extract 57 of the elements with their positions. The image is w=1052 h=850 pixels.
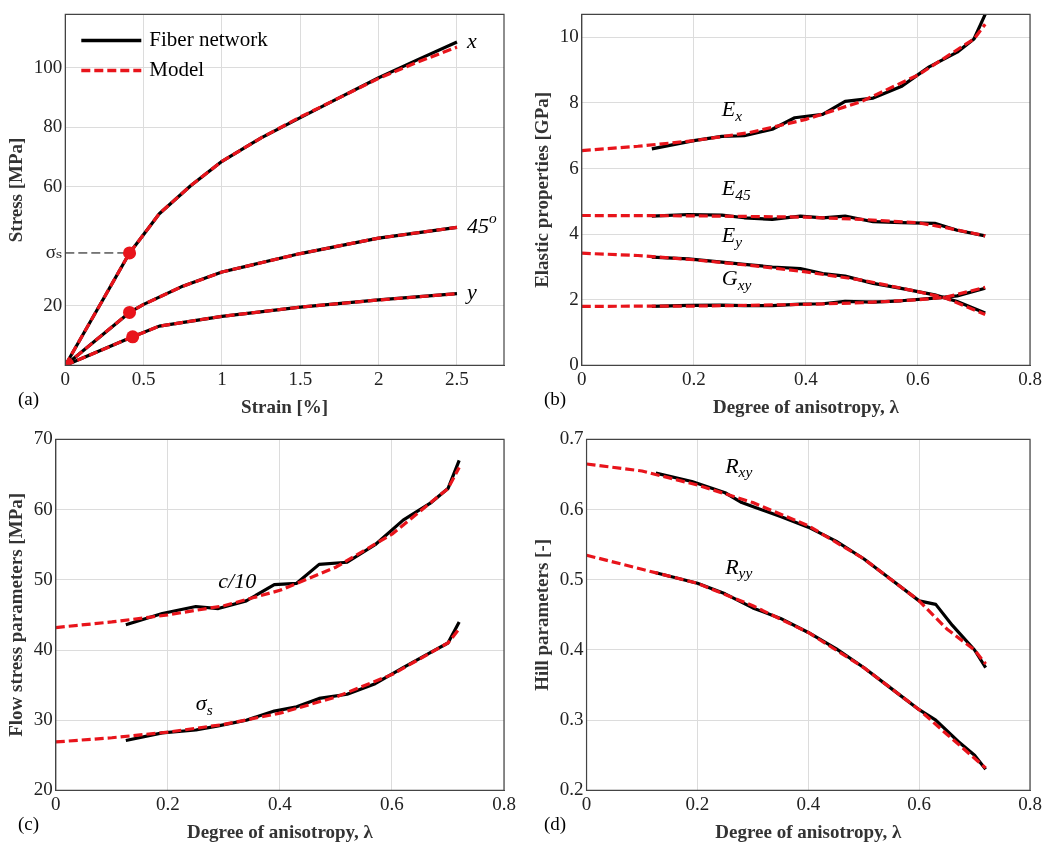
y-tick-label: 30 [33, 708, 53, 730]
y-tick-label: 0.6 [559, 497, 584, 519]
x-tick-label: 0.2 [155, 792, 180, 814]
y-tick-label: 2 [569, 287, 579, 309]
y-tick-label: 80 [43, 115, 63, 137]
y-axis-title: Flow stress parameters [MPa] [5, 492, 27, 737]
annotation: y [465, 279, 477, 305]
y-tick-label: 4 [569, 222, 580, 244]
y-tick-label: 6 [569, 156, 579, 178]
x-tick-label: 0.8 [1018, 792, 1042, 814]
x-axis-title: Degree of anisotropy, λ [712, 395, 900, 417]
y-tick-label: 20 [33, 778, 53, 800]
x-tick-label: 0.6 [380, 792, 404, 814]
y-tick-label: 40 [33, 637, 53, 659]
annotation: x [466, 27, 477, 53]
x-tick-label: 1.5 [288, 367, 313, 389]
legend-label: Model [149, 56, 205, 81]
x-tick-label: 0.4 [796, 792, 821, 814]
y-tick-label: 60 [33, 497, 53, 519]
x-tick-label: 0.5 [131, 367, 156, 389]
x-tick-label: 0.2 [681, 367, 706, 389]
x-tick-label: 0.8 [492, 792, 516, 814]
y-tick-label: 0.2 [559, 778, 584, 800]
x-axis-title: Strain [%] [241, 395, 329, 417]
x-axis-title: Degree of anisotropy, λ [186, 820, 374, 842]
y-tick-label: 20 [43, 293, 63, 315]
y-tick-label: 100 [33, 55, 63, 77]
legend-label: Fiber network [149, 26, 269, 51]
y-tick-label: 8 [569, 90, 579, 112]
text: (c) [18, 813, 40, 836]
x-tick-label: 0.4 [268, 792, 293, 814]
annotation: c/10 [218, 568, 257, 594]
y-tick-label: 0.3 [559, 708, 584, 730]
y-tick-label: 10 [559, 25, 579, 47]
y-tick-label: 0.4 [559, 637, 585, 659]
text: (a) [18, 388, 40, 411]
y-tick-label: 70 [33, 427, 53, 449]
y-axis-title: Stress [MPa] [5, 137, 27, 243]
x-tick-label: 0.4 [794, 367, 819, 389]
y-axis-title: Hill parameters [-] [531, 538, 553, 691]
y-tick-label: 0.5 [559, 567, 584, 589]
y-axis-title: Elastic properties [GPa] [531, 91, 553, 288]
text: (b) [544, 388, 567, 411]
x-tick-label: 2.5 [445, 367, 469, 389]
x-tick-label: 2 [373, 367, 384, 389]
y-tick-label: 0.7 [559, 427, 584, 449]
y-tick-label: 0 [569, 353, 579, 375]
x-tick-label: 1 [217, 367, 227, 389]
x-tick-label: 0.8 [1018, 367, 1042, 389]
x-tick-label: 0.6 [906, 367, 930, 389]
text: (d) [544, 813, 567, 836]
x-axis-title: Degree of anisotropy, λ [715, 820, 902, 842]
y-tick-label: 50 [33, 567, 53, 589]
x-tick-label: 0.6 [907, 792, 932, 814]
y-tick-label: 60 [43, 174, 63, 196]
x-tick-label: 0.2 [685, 792, 710, 814]
y-tick-label: σₛ [45, 240, 63, 262]
